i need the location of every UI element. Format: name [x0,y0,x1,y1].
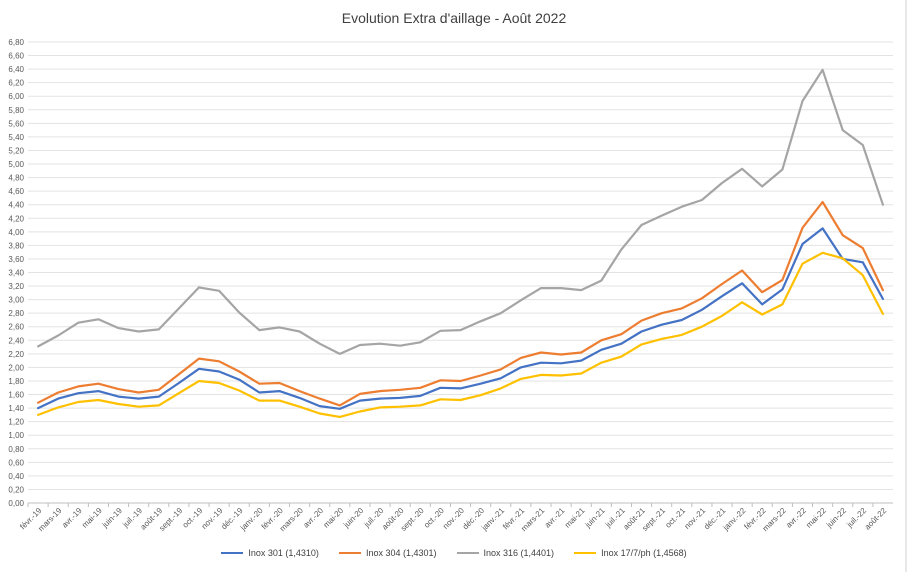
legend-swatch [221,552,244,554]
x-tick-label: janv.-22 [721,506,748,533]
legend-label: Inox 17/7/ph (1,4568) [601,548,687,558]
x-tick-label: avr.-19 [60,506,84,530]
y-tick-label: 1,60 [8,391,24,400]
y-tick-label: 2,80 [8,309,24,318]
y-tick-label: 5,40 [8,133,24,142]
legend-label: Inox 301 (1,4310) [248,548,319,558]
x-tick-label: juin-21 [583,506,607,530]
legend-swatch [456,552,479,554]
y-tick-label: 5,80 [8,106,24,115]
legend-swatch [338,552,361,554]
y-tick-label: 6,60 [8,52,24,61]
x-tick-label: mai-21 [563,506,587,530]
y-tick-label: 2,20 [8,350,24,359]
chart-legend: Inox 301 (1,4310) Inox 304 (1,4301) Inox 3… [0,548,908,558]
x-tick-label: avr.-22 [784,506,808,530]
series-line-1 [36,227,885,410]
y-tick-label: 1,20 [8,418,24,427]
y-tick-label: 3,80 [8,241,24,250]
y-tick-label: 6,40 [8,65,24,74]
x-tick-label: août-22 [863,506,889,532]
y-tick-label: 0,00 [8,499,24,508]
y-tick-label: 4,00 [8,228,24,237]
y-tick-label: 6,00 [8,92,24,101]
series-line-3 [36,68,885,355]
x-tick-label: mai-22 [804,506,828,530]
series-line-2 [36,200,885,407]
legend-item: Inox 316 (1,4401) [456,548,555,558]
y-tick-label: 1,00 [8,431,24,440]
y-tick-label: 2,60 [8,323,24,332]
legend-item: Inox 17/7/ph (1,4568) [574,548,687,558]
y-tick-label: 1,80 [8,377,24,386]
y-tick-label: 2,40 [8,336,24,345]
y-tick-label: 3,60 [8,255,24,264]
legend-label: Inox 304 (1,4301) [365,548,437,558]
y-tick-label: 4,60 [8,187,24,196]
y-tick-label: 0,60 [8,458,24,467]
x-tick-label: mai-20 [322,506,346,530]
y-tick-label: 1,40 [8,404,24,413]
legend-item: Inox 301 (1,4310) [221,548,319,558]
x-tick-label: juin-22 [824,506,848,530]
legend-label: Inox 316 (1,4401) [483,548,555,558]
y-tick-label: 0,20 [8,485,24,494]
y-tick-label: 3,20 [8,282,24,291]
legend-swatch [574,552,597,554]
y-tick-label: 4,40 [8,201,24,210]
y-tick-label: 3,00 [8,296,24,305]
x-tick-label: juin-19 [100,506,124,530]
y-tick-label: 2,00 [8,363,24,372]
x-tick-label: janv.-20 [238,506,265,533]
x-tick-label: avr.-20 [301,506,325,530]
y-tick-label: 5,20 [8,146,24,155]
y-tick-label: 5,00 [8,160,24,169]
y-tick-label: 0,40 [8,472,24,481]
y-tick-label: 0,80 [8,445,24,454]
chart-title: Evolution Extra d'aillage - Août 2022 [341,10,567,26]
series-line-4 [36,251,885,418]
y-tick-label: 3,40 [8,269,24,278]
y-tick-label: 5,60 [8,119,24,128]
x-tick-label: avr.-21 [543,506,567,530]
x-tick-label: sept.-21 [640,506,667,533]
x-tick-label: juin-20 [341,506,365,530]
x-tick-label: mai-19 [80,506,104,530]
legend-item: Inox 304 (1,4301) [338,548,437,558]
y-tick-label: 4,80 [8,174,24,183]
y-tick-label: 6,20 [8,79,24,88]
y-tick-label: 6,80 [8,38,24,47]
x-tick-label: janv.-21 [479,506,506,533]
x-tick-label: sept.-20 [399,506,426,533]
x-tick-label: sept.-19 [157,506,184,533]
y-tick-label: 4,20 [8,214,24,223]
